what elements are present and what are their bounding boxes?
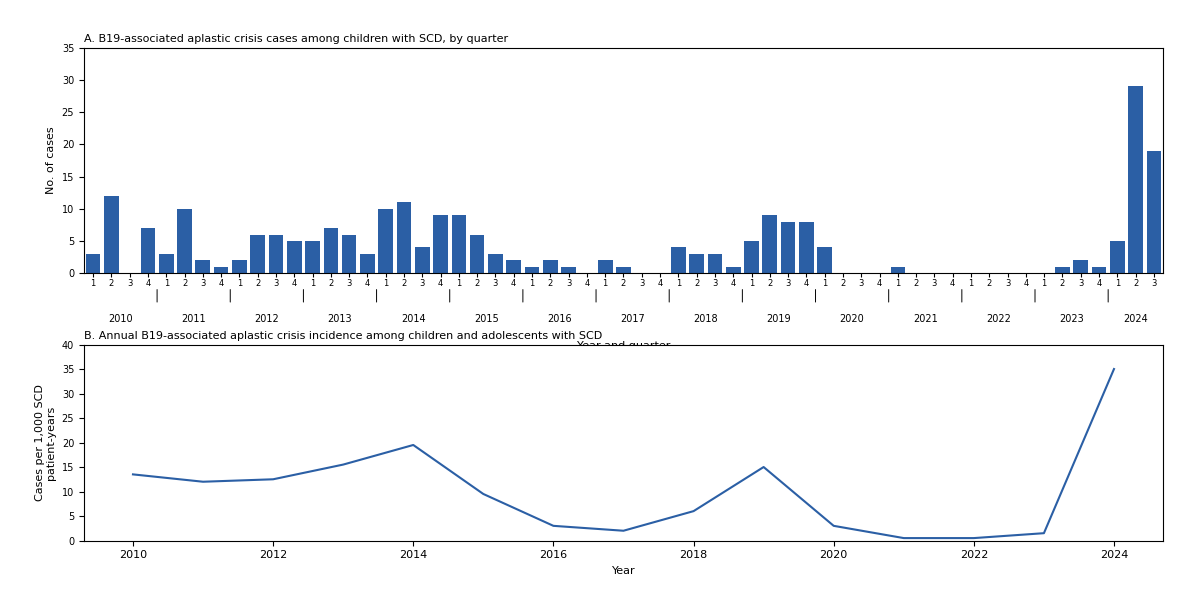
Bar: [1092, 267, 1107, 273]
Bar: [506, 260, 522, 273]
Text: 2016: 2016: [547, 314, 572, 324]
Bar: [725, 267, 741, 273]
Text: 2018: 2018: [693, 314, 718, 324]
Text: A. B19-associated aplastic crisis cases among children with SCD, by quarter: A. B19-associated aplastic crisis cases …: [84, 34, 508, 44]
Bar: [470, 235, 484, 273]
Bar: [745, 241, 759, 273]
Bar: [397, 203, 411, 273]
Bar: [561, 267, 576, 273]
Bar: [360, 254, 375, 273]
Text: 2010: 2010: [108, 314, 133, 324]
Bar: [671, 248, 686, 273]
Bar: [781, 222, 795, 273]
Bar: [324, 228, 338, 273]
Bar: [598, 260, 613, 273]
Text: 2014: 2014: [400, 314, 426, 324]
Bar: [689, 254, 704, 273]
Bar: [159, 254, 174, 273]
Text: B. Annual B19-associated aplastic crisis incidence among children and adolescent: B. Annual B19-associated aplastic crisis…: [84, 331, 602, 341]
Bar: [104, 196, 119, 273]
Bar: [799, 222, 814, 273]
Bar: [525, 267, 540, 273]
Bar: [195, 260, 210, 273]
Text: 2020: 2020: [839, 314, 864, 324]
Bar: [818, 248, 832, 273]
Bar: [213, 267, 229, 273]
Bar: [891, 267, 905, 273]
Bar: [707, 254, 722, 273]
Y-axis label: No. of cases: No. of cases: [46, 127, 56, 194]
Bar: [1146, 151, 1161, 273]
Text: Year and quarter: Year and quarter: [577, 341, 670, 351]
Bar: [287, 241, 302, 273]
Bar: [1110, 241, 1125, 273]
Text: 2023: 2023: [1059, 314, 1084, 324]
Text: 2024: 2024: [1123, 314, 1147, 324]
Text: 2015: 2015: [474, 314, 499, 324]
Bar: [251, 235, 265, 273]
Bar: [1128, 86, 1143, 273]
Bar: [342, 235, 356, 273]
Text: 2019: 2019: [766, 314, 791, 324]
Bar: [763, 215, 777, 273]
Bar: [233, 260, 247, 273]
Bar: [140, 228, 155, 273]
X-axis label: Year: Year: [611, 566, 635, 576]
Bar: [269, 235, 283, 273]
Bar: [433, 215, 448, 273]
Bar: [488, 254, 502, 273]
Bar: [177, 208, 192, 273]
Text: 2021: 2021: [912, 314, 938, 324]
Bar: [1073, 260, 1087, 273]
Bar: [415, 248, 429, 273]
Text: 2013: 2013: [327, 314, 353, 324]
Text: 2012: 2012: [254, 314, 279, 324]
Bar: [86, 254, 101, 273]
Bar: [1055, 267, 1070, 273]
Bar: [379, 208, 393, 273]
Text: 2017: 2017: [620, 314, 645, 324]
Bar: [452, 215, 466, 273]
Bar: [616, 267, 631, 273]
Bar: [543, 260, 558, 273]
Text: 2022: 2022: [986, 314, 1011, 324]
Text: 2011: 2011: [181, 314, 206, 324]
Bar: [306, 241, 320, 273]
Y-axis label: Cases per 1,000 SCD
patient-years: Cases per 1,000 SCD patient-years: [35, 384, 56, 501]
